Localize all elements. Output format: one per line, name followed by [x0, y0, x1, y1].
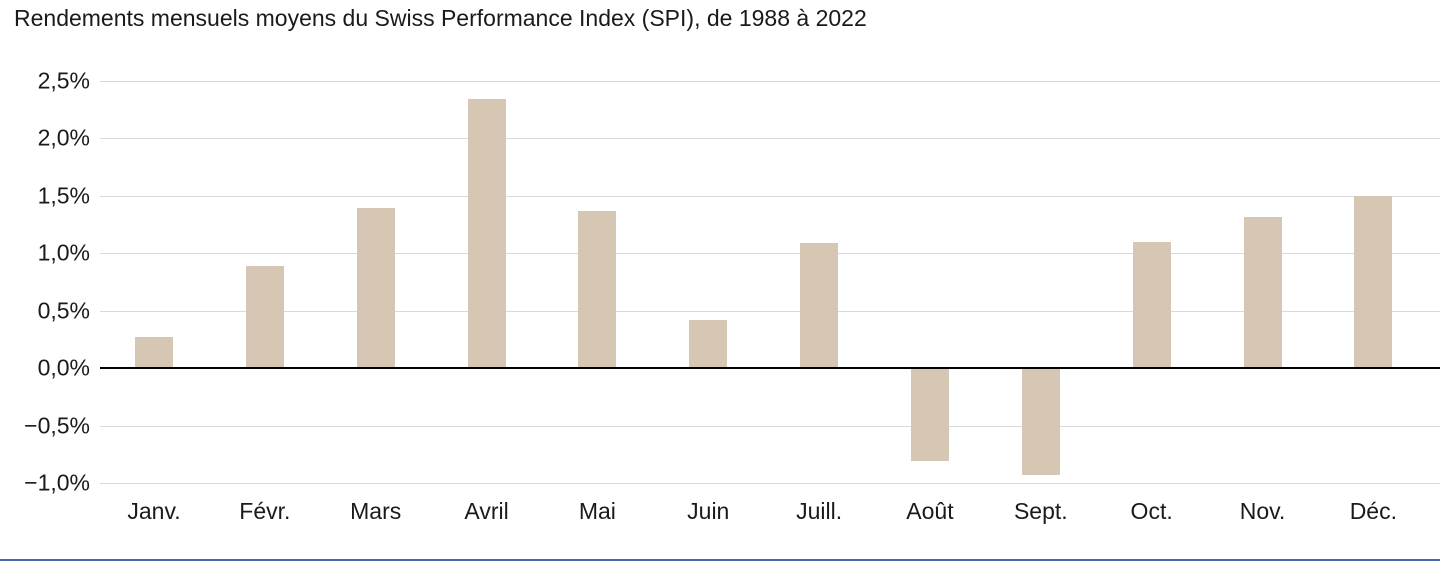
chart-bar	[1243, 216, 1282, 369]
x-tick-label: Mars	[350, 498, 402, 524]
y-tick-label: 2,5%	[37, 67, 90, 94]
x-tick-label: Oct.	[1130, 498, 1173, 524]
gridline	[100, 138, 1440, 140]
chart-bar	[1021, 368, 1060, 475]
y-tick-label: 2,0%	[37, 124, 90, 151]
chart-bar	[910, 368, 949, 462]
x-tick-label: Août	[906, 498, 954, 524]
x-tick-label: Févr.	[239, 498, 291, 524]
chart-bar	[1132, 241, 1171, 369]
chart-bar	[135, 337, 173, 369]
x-tick-label: Déc.	[1349, 498, 1397, 524]
gridline	[100, 195, 1440, 197]
x-tick-label: Mai	[578, 498, 616, 524]
x-tick-label: Juin	[687, 498, 730, 524]
x-tick-label: Avril	[464, 498, 509, 524]
x-tick-label: Juill.	[796, 498, 843, 524]
y-tick-label: 1,0%	[37, 239, 90, 266]
chart-bar	[467, 99, 506, 369]
y-tick-label: −1,0%	[24, 469, 90, 496]
x-tick-label: Janv.	[127, 498, 181, 524]
gridline	[100, 483, 1440, 484]
chart-bar	[578, 210, 617, 369]
chart-bar	[689, 319, 728, 369]
bottom-accent-line	[0, 559, 1440, 561]
y-tick-label: 0,5%	[37, 297, 90, 324]
chart-bar	[1354, 195, 1393, 369]
gridline	[100, 310, 1440, 312]
x-tick-label: Nov.	[1239, 498, 1286, 524]
zero-line	[100, 367, 1440, 370]
x-axis: Janv. Févr. Mars Avril Mai Juin Juill. Août Sept…	[100, 498, 1440, 528]
chart-bar	[356, 208, 395, 369]
y-tick-label: 1,5%	[37, 182, 90, 209]
gridline	[100, 81, 1440, 82]
chart-bar	[800, 242, 839, 369]
gridline	[100, 425, 1440, 427]
chart-title: Rendements mensuels moyens du Swiss Perf…	[14, 5, 867, 31]
gridline	[100, 253, 1440, 255]
y-axis: 2,5% 2,0% 1,5% 1,0% 0,5% 0,0% −0,5% −1,0%	[0, 68, 90, 496]
y-tick-label: 0,0%	[37, 354, 90, 381]
chart-plot	[100, 81, 1440, 484]
y-tick-label: −0,5%	[24, 412, 90, 439]
chart-bar	[245, 265, 284, 369]
x-tick-label: Sept.	[1013, 498, 1068, 524]
